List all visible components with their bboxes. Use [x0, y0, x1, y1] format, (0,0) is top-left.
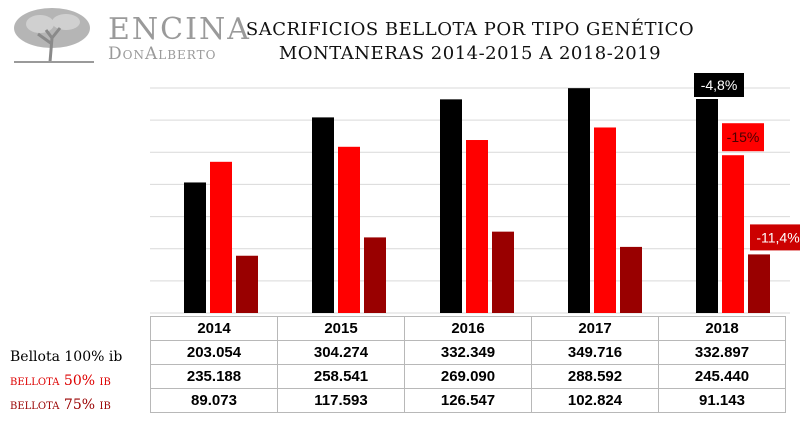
value-cell: 102.824 [531, 388, 659, 413]
logo: ENCINA DonAlberto [10, 4, 249, 66]
annotation-box [722, 123, 764, 152]
value-cell: 91.143 [658, 388, 786, 413]
bar-2014-series-1 [210, 161, 232, 313]
annotation-box [750, 224, 800, 251]
series-label: bellota 75% ib [10, 397, 111, 413]
year-header: 2015 [277, 316, 405, 341]
bar-2017-series-2 [620, 246, 642, 313]
series-label: bellota 50% ib [10, 373, 111, 389]
value-cell: 304.274 [277, 340, 405, 365]
data-table: 2014 2015 2016 2017 2018 203.054 304.274 332.34… [150, 316, 786, 413]
series-label: Bellota 100% ib [10, 349, 123, 365]
bar-2015-series-2 [364, 237, 386, 313]
value-cell: 126.547 [404, 388, 532, 413]
value-cell: 89.073 [150, 388, 278, 413]
bar-2018-series-0 [696, 98, 718, 314]
annotation-label: -11,4% [756, 229, 799, 245]
bar-2014-series-2 [236, 255, 258, 313]
bar-2015-series-0 [312, 117, 334, 313]
bar-2018-series-1 [722, 155, 744, 313]
value-cell: 349.716 [531, 340, 659, 365]
annotation-label: -15% [727, 129, 760, 145]
chart-title: SACRIFICIOS BELLOTA POR TIPO GENÉTICO MO… [225, 18, 715, 66]
chart-bars [184, 88, 770, 314]
bar-2016-series-0 [440, 99, 462, 313]
chart-annotations: -4,8% -15% -11,4% [694, 72, 800, 251]
value-cell: 269.090 [404, 364, 532, 389]
value-cell: 245.440 [658, 364, 786, 389]
bar-2017-series-0 [568, 88, 590, 313]
bar-2016-series-2 [492, 231, 514, 313]
year-header: 2014 [150, 316, 278, 341]
value-cell: 235.188 [150, 364, 278, 389]
value-cell: 258.541 [277, 364, 405, 389]
bar-2014-series-0 [184, 182, 206, 313]
annotation-box [694, 72, 744, 97]
table-row: 89.073 117.593 126.547 102.824 91.143 [150, 388, 786, 413]
value-cell: 117.593 [277, 388, 405, 413]
year-header: 2016 [404, 316, 532, 341]
bar-2015-series-1 [338, 146, 360, 313]
value-cell: 288.592 [531, 364, 659, 389]
table-row: 203.054 304.274 332.349 349.716 332.897 [150, 340, 786, 365]
bar-2017-series-1 [594, 127, 616, 314]
table-header-row: 2014 2015 2016 2017 2018 [150, 316, 786, 341]
year-header: 2017 [531, 316, 659, 341]
chart-title-line1: SACRIFICIOS BELLOTA POR TIPO GENÉTICO [245, 19, 695, 40]
bar-chart: -4,8% -15% -11,4% [150, 72, 800, 314]
chart-title-line2: MONTANERAS 2014-2015 A 2018-2019 [278, 43, 662, 64]
bar-2016-series-1 [466, 140, 488, 313]
value-cell: 332.349 [404, 340, 532, 365]
value-cell: 332.897 [658, 340, 786, 365]
logo-text-donalberto: DonAlberto [108, 44, 217, 64]
table-row: 235.188 258.541 269.090 288.592 245.440 [150, 364, 786, 389]
bar-2018-series-2 [748, 254, 770, 313]
oak-tree-icon [14, 8, 94, 63]
year-header: 2018 [658, 316, 786, 341]
logo-text-encina: ENCINA [108, 12, 251, 47]
value-cell: 203.054 [150, 340, 278, 365]
annotation-label: -4,8% [701, 77, 738, 93]
